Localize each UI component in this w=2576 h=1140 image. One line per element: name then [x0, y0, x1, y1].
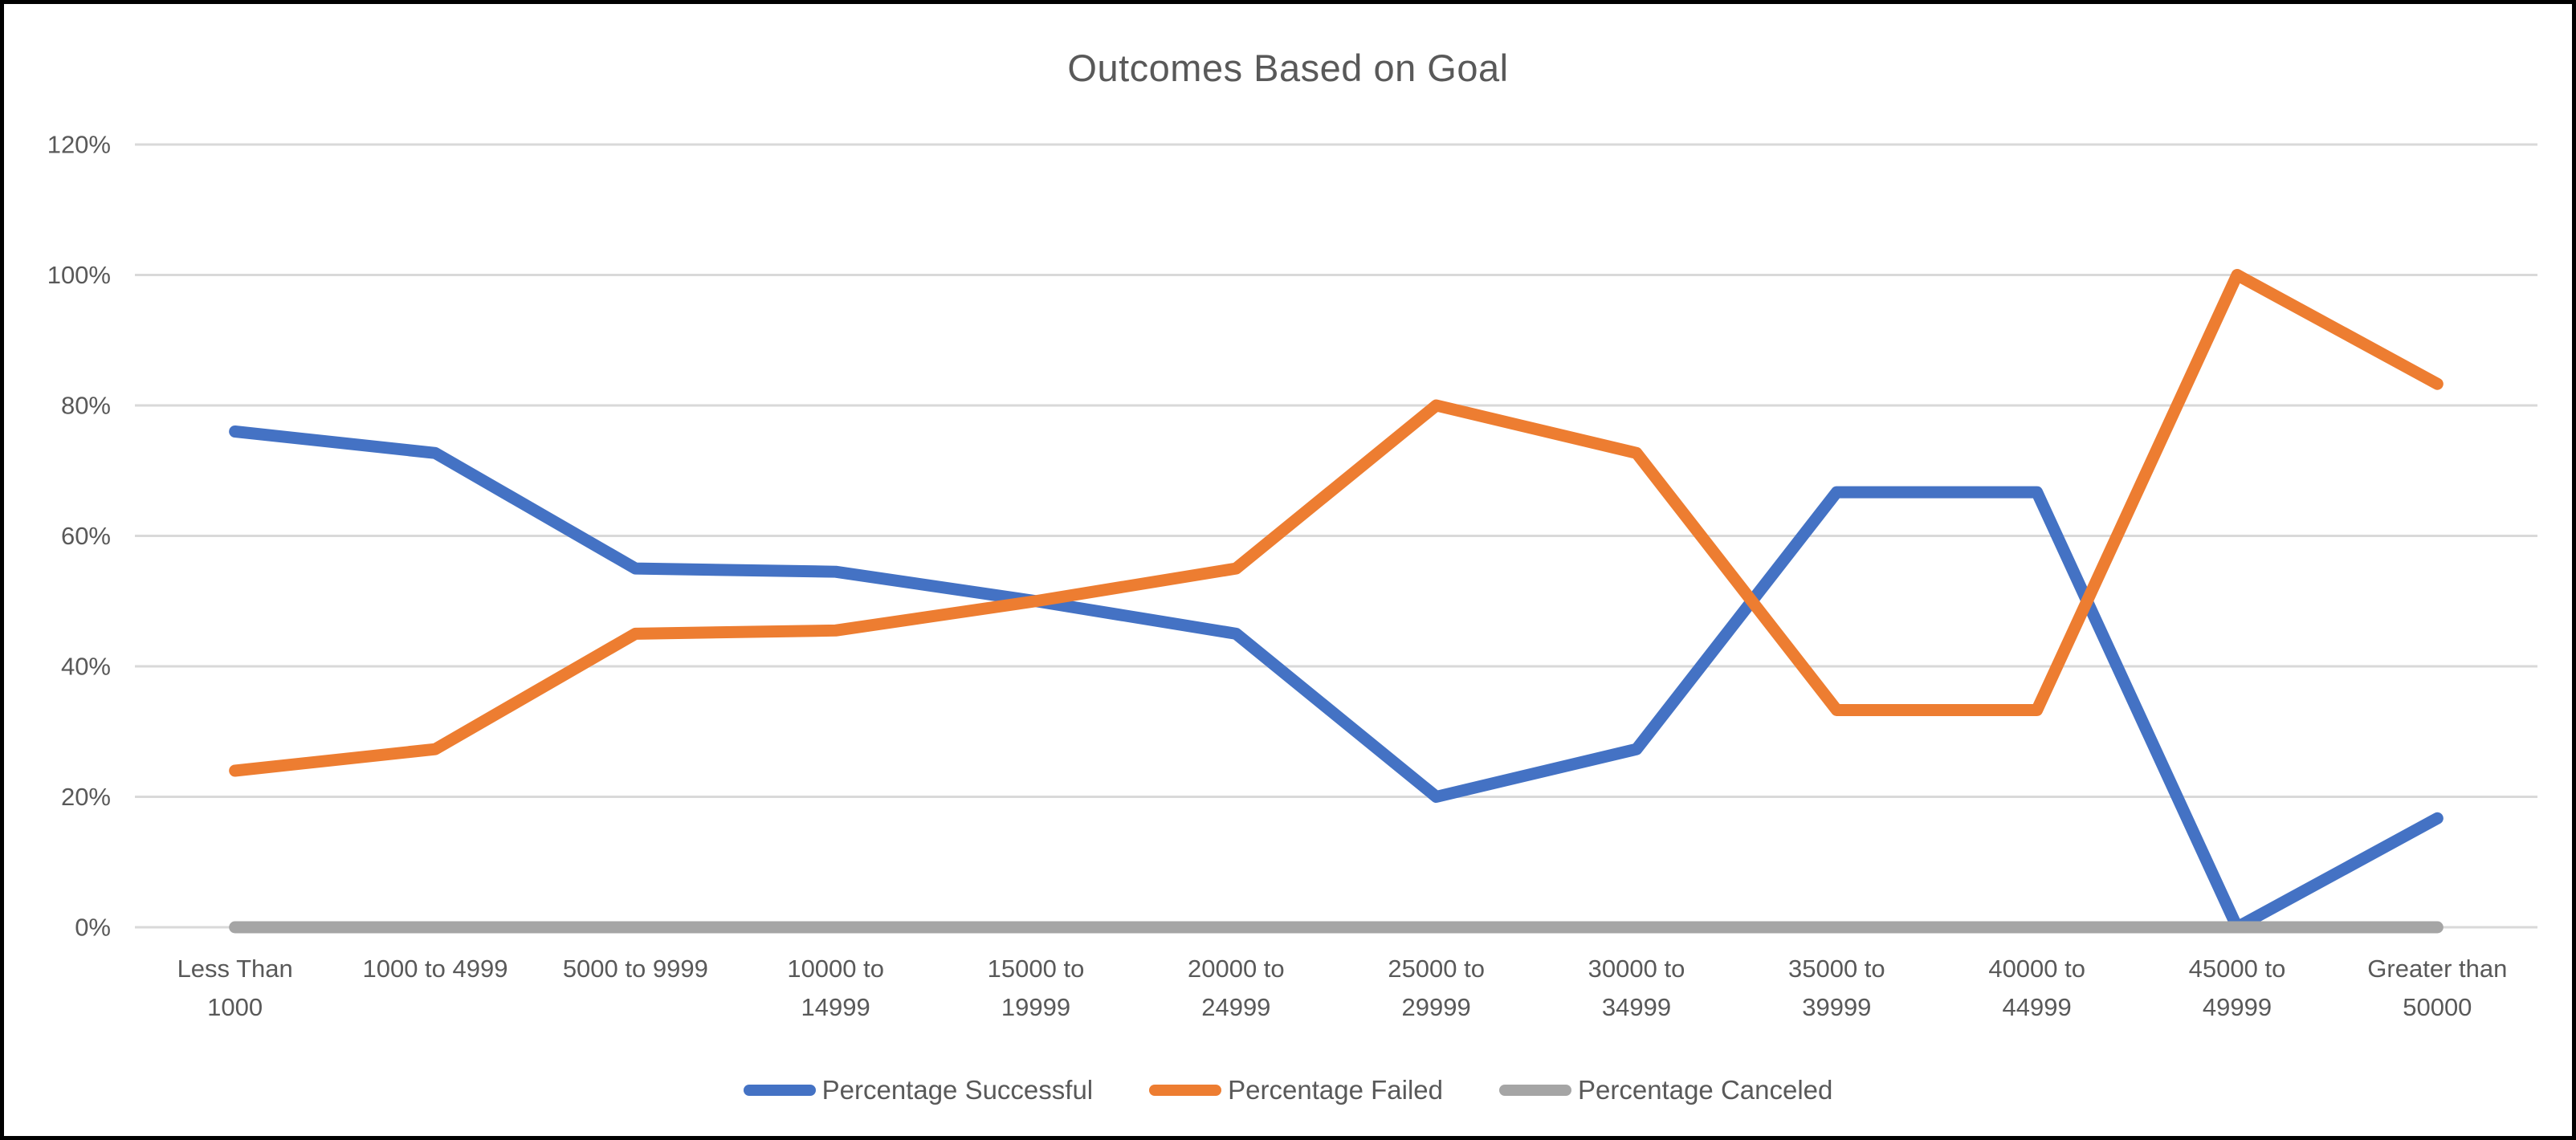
x-axis-category-label: 20000 to 24999	[1188, 955, 1285, 1021]
x-axis-category-label: Less Than 1000	[177, 955, 293, 1021]
series-line-percentage-successful	[229, 425, 2444, 934]
y-axis-tick-label: 80%	[61, 392, 111, 420]
legend-marker-failed-line-icon	[1149, 1085, 1222, 1096]
legend-marker-successful-line-icon	[743, 1085, 816, 1096]
x-axis-category-label: 15000 to 19999	[988, 955, 1085, 1021]
x-axis-category-label: 1000 to 4999	[362, 955, 507, 983]
x-axis-category-label: 35000 to 39999	[1788, 955, 1885, 1021]
y-axis-tick-label: 100%	[47, 261, 111, 289]
y-axis-tick-label: 60%	[61, 522, 111, 550]
x-axis-category-label: 5000 to 9999	[563, 955, 708, 983]
x-axis-category-label: 30000 to 34999	[1588, 955, 1685, 1021]
line-chart-plot-area: 0% 20% 40% 60% 80% 100% 120% Less Than 1000 1000 …	[47, 131, 2537, 1021]
x-axis-category-label: 45000 to 49999	[2189, 955, 2286, 1021]
x-axis-category-label: 10000 to 14999	[787, 955, 884, 1021]
y-axis-tick-label: 20%	[61, 783, 111, 811]
x-axis-category-label: 25000 to 29999	[1388, 955, 1485, 1021]
x-axis-category-label: Greater than 50000	[2367, 955, 2507, 1021]
chart-title: Outcomes Based on Goal	[1067, 47, 1509, 89]
y-axis-tick-label: 40%	[61, 653, 111, 681]
y-axis-tick-label: 0%	[75, 914, 111, 942]
legend-item-percentage-canceled: Percentage Canceled	[1498, 1075, 1833, 1105]
chart-legend: Percentage Successful Percentage Failed …	[4, 1069, 2572, 1112]
series-line-percentage-failed	[229, 269, 2444, 777]
y-axis-tick-label: 120%	[47, 131, 111, 159]
legend-label-percentage-successful: Percentage Successful	[821, 1075, 1094, 1105]
legend-item-percentage-successful: Percentage Successful	[743, 1075, 1094, 1105]
legend-label-percentage-canceled: Percentage Canceled	[1577, 1075, 1833, 1105]
legend-item-percentage-failed: Percentage Failed	[1149, 1075, 1443, 1105]
x-axis-category-label: 40000 to 44999	[1988, 955, 2085, 1021]
legend-marker-canceled-line-icon	[1498, 1085, 1571, 1096]
legend-label-percentage-failed: Percentage Failed	[1228, 1075, 1443, 1105]
